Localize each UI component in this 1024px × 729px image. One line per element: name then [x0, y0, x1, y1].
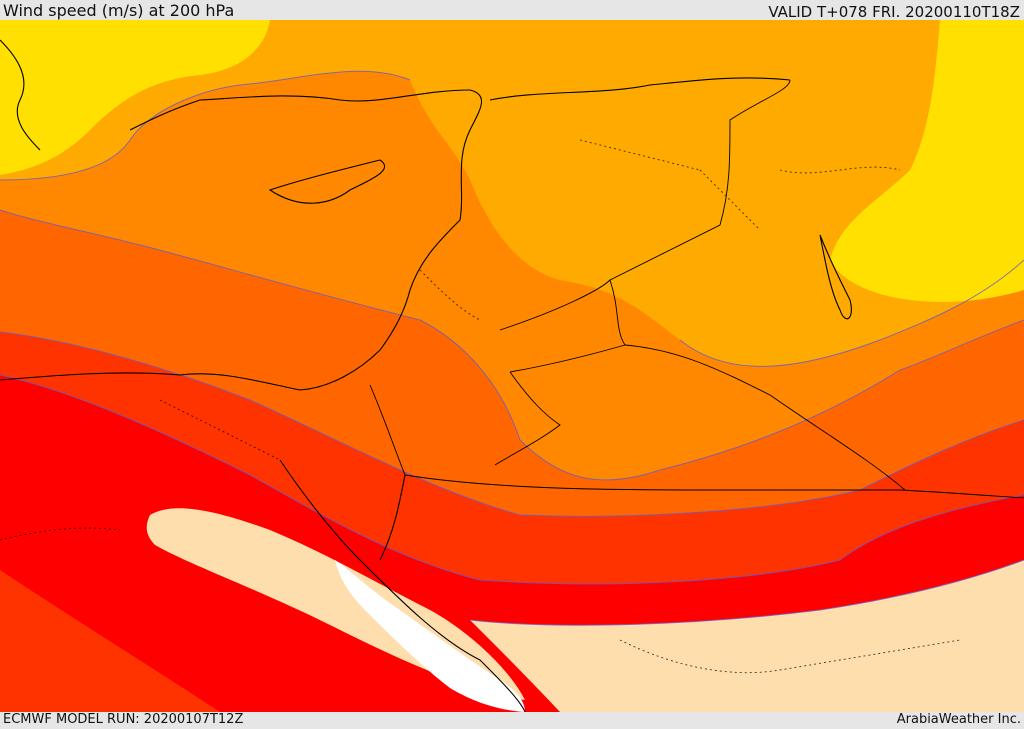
credit: ArabiaWeather Inc.	[896, 712, 1021, 727]
contour-lines	[0, 70, 1024, 626]
coastlines	[0, 39, 852, 712]
wind-speed-map	[0, 20, 1024, 712]
band-red-orange-sw	[0, 570, 220, 712]
dotted-boundaries	[0, 139, 961, 674]
valid-time: VALID T+078 FRI. 20200110T18Z	[768, 3, 1020, 21]
wind-map-svg	[0, 20, 1024, 712]
band-yellow-ne	[830, 20, 1024, 302]
band-peach-south	[470, 560, 1024, 712]
red-sea-water	[335, 560, 525, 712]
borders	[369, 79, 1024, 499]
model-run: ECMWF MODEL RUN: 20200107T12Z	[3, 712, 244, 727]
band-light-orange	[0, 20, 1024, 367]
map-title: Wind speed (m/s) at 200 hPa	[3, 1, 235, 20]
band-yellow-nw	[0, 20, 270, 175]
